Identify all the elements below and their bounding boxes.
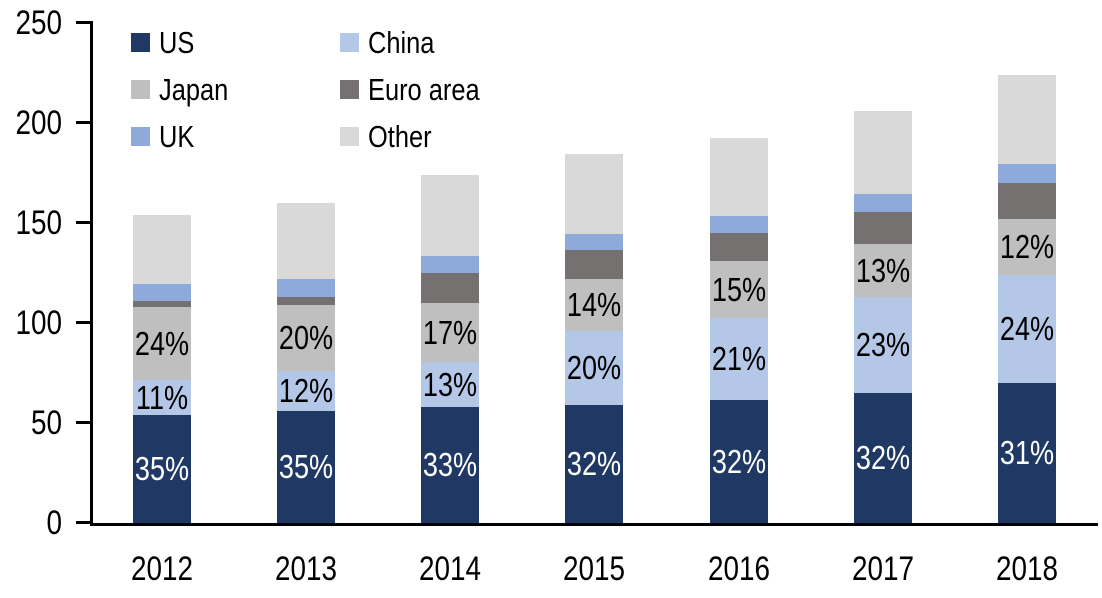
bar-segment-2014-euro-area xyxy=(421,273,479,303)
segment-label-2014-japan: 17% xyxy=(422,313,478,351)
segment-label-2016-china: 21% xyxy=(711,340,767,377)
bar-segment-2018-japan xyxy=(998,219,1056,275)
y-axis-tick-label: 0 xyxy=(46,504,62,542)
segment-label-2018-us: 31% xyxy=(999,434,1055,471)
bar-segment-2016-japan xyxy=(710,261,768,318)
bar-segment-2018-other xyxy=(998,75,1056,164)
legend-swatch-us xyxy=(131,33,150,52)
y-tick-50 xyxy=(76,421,91,424)
bar-segment-2014-japan xyxy=(421,303,479,362)
bar-segment-2016-us xyxy=(710,400,768,523)
bar-segment-2017-euro-area xyxy=(854,212,912,244)
y-tick-0 xyxy=(76,521,91,524)
bar-segment-2012-uk xyxy=(133,284,191,302)
bar-segment-2013-euro-area xyxy=(277,296,335,305)
segment-label-2013-japan: 20% xyxy=(278,319,334,356)
bar-segment-2017-uk xyxy=(854,194,912,212)
bar-segment-2014-china xyxy=(421,362,479,407)
legend-label-japan: Japan xyxy=(159,72,229,107)
segment-label-2012-us: 35% xyxy=(134,450,190,487)
bar-segment-2016-china xyxy=(710,318,768,400)
bar-segment-2017-china xyxy=(854,297,912,393)
bar-segment-2016-uk xyxy=(710,216,768,233)
bar-segment-2017-us xyxy=(854,393,912,523)
bar-segment-2018-euro-area xyxy=(998,183,1056,219)
bar-segment-2015-china xyxy=(565,331,623,405)
legend-swatch-uk xyxy=(131,127,150,146)
bar-segment-2016-euro-area xyxy=(710,233,768,261)
segment-label-2015-us: 32% xyxy=(566,445,622,482)
segment-label-2014-china: 13% xyxy=(422,365,478,403)
segment-label-2012-japan: 24% xyxy=(134,324,190,362)
segment-label-2012-china: 11% xyxy=(135,378,189,416)
bar-segment-2016-other xyxy=(710,138,768,216)
segment-label-2017-japan: 13% xyxy=(855,251,911,289)
bar-segment-2012-euro-area xyxy=(133,301,191,308)
bar-segment-2018-uk xyxy=(998,164,1056,183)
segment-label-2018-china: 24% xyxy=(999,310,1055,347)
segment-label-2015-china: 20% xyxy=(566,349,622,386)
bar-segment-2013-uk xyxy=(277,279,335,297)
legend-swatch-china xyxy=(340,33,359,52)
legend-label-uk: UK xyxy=(159,119,195,154)
legend-label-other: Other xyxy=(368,119,432,154)
bar-segment-2015-us xyxy=(565,405,623,523)
bar-segment-2015-euro-area xyxy=(565,250,623,279)
segment-label-2015-japan: 14% xyxy=(566,286,622,323)
bar-segment-2014-us xyxy=(421,407,479,523)
x-axis-label-2017: 2017 xyxy=(851,550,915,588)
bar-segment-2017-japan xyxy=(854,244,912,297)
x-axis-label-2013: 2013 xyxy=(274,550,338,588)
segment-label-2017-china: 23% xyxy=(855,326,911,363)
segment-label-2014-us: 33% xyxy=(422,446,478,483)
y-axis-tick-label: 150 xyxy=(15,204,62,242)
bar-segment-2014-other xyxy=(421,175,479,256)
y-axis-tick-label: 100 xyxy=(15,304,62,342)
legend-label-euro-area: Euro area xyxy=(368,72,480,107)
segment-label-2013-us: 35% xyxy=(278,448,334,485)
legend-label-us: US xyxy=(159,25,195,60)
y-tick-200 xyxy=(76,121,91,124)
legend-swatch-japan xyxy=(131,80,150,99)
bar-segment-2013-japan xyxy=(277,305,335,371)
bar-segment-2015-uk xyxy=(565,234,623,250)
segment-label-2016-us: 32% xyxy=(711,442,767,480)
bar-segment-2015-other xyxy=(565,154,623,234)
legend-swatch-other xyxy=(340,127,359,146)
y-tick-250 xyxy=(76,21,91,24)
legend-label-china: China xyxy=(368,25,435,60)
segment-label-2016-japan: 15% xyxy=(711,270,767,308)
bar-segment-2018-china xyxy=(998,275,1056,383)
bar-segment-2012-other xyxy=(133,215,191,285)
bar-segment-2014-uk xyxy=(421,256,479,273)
x-axis-line xyxy=(90,523,1098,526)
x-axis-label-2014: 2014 xyxy=(418,550,482,588)
bar-segment-2013-other xyxy=(277,203,335,279)
x-axis-label-2012: 2012 xyxy=(130,550,194,588)
segment-label-2018-japan: 12% xyxy=(999,228,1055,265)
segment-label-2013-china: 12% xyxy=(278,372,334,409)
y-axis-tick-label: 200 xyxy=(15,104,62,142)
x-axis-label-2015: 2015 xyxy=(562,550,626,588)
y-axis-tick-label: 250 xyxy=(15,4,62,42)
y-tick-150 xyxy=(76,221,91,224)
bar-segment-2012-china xyxy=(133,380,191,415)
x-axis-label-2018: 2018 xyxy=(995,550,1059,588)
bar-segment-2013-china xyxy=(277,371,335,411)
legend-swatch-euro-area xyxy=(340,80,359,99)
bar-segment-2015-japan xyxy=(565,279,623,331)
y-tick-100 xyxy=(76,321,91,324)
y-axis-line xyxy=(90,21,93,526)
bar-segment-2012-us xyxy=(133,415,191,523)
bar-segment-2013-us xyxy=(277,411,335,523)
y-axis-tick-label: 50 xyxy=(30,404,62,442)
segment-label-2017-us: 32% xyxy=(855,439,911,476)
bar-segment-2018-us xyxy=(998,383,1056,523)
bar-segment-2017-other xyxy=(854,111,912,194)
bar-segment-2012-japan xyxy=(133,307,191,380)
x-axis-label-2016: 2016 xyxy=(707,550,771,588)
